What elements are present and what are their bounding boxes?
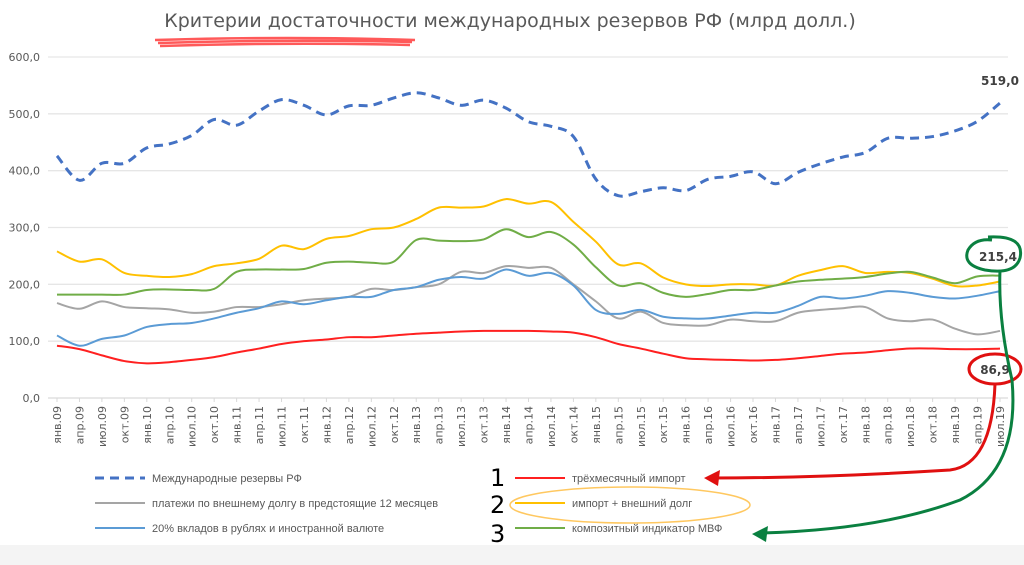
data-label: 86,9 (980, 363, 1010, 377)
x-tick-label: апр.18 (882, 406, 895, 444)
x-tick-label: апр.09 (73, 406, 86, 444)
x-tick-label: июл.10 (186, 406, 199, 447)
x-tick-label: янв.15 (590, 406, 603, 444)
x-tick-label: июл.11 (276, 406, 289, 447)
legend-label: композитный индикатор МВФ (572, 523, 722, 535)
x-tick-label: янв.18 (859, 406, 872, 444)
y-tick-label: 200,0 (9, 278, 41, 291)
chart-title: Критерии достаточности международных рез… (164, 10, 856, 32)
x-tick-label: июл.14 (545, 406, 558, 447)
annotation-3: 3 (490, 520, 505, 548)
y-tick-label: 400,0 (9, 165, 41, 178)
x-tick-label: апр.16 (702, 406, 715, 444)
y-tick-label: 100,0 (9, 335, 41, 348)
highlight-ellipse (509, 486, 751, 524)
x-tick-label: июл.13 (455, 406, 468, 447)
x-tick-label: июл.18 (904, 406, 917, 447)
annotation-1: 1 (490, 464, 505, 492)
data-label: 519,0 (981, 74, 1019, 88)
x-tick-label: окт.17 (837, 406, 850, 443)
red-arrow (709, 383, 997, 480)
y-tick-label: 500,0 (9, 108, 41, 121)
x-tick-label: янв.12 (320, 406, 333, 444)
x-tick-label: апр.12 (343, 406, 356, 444)
x-tick-label: янв.14 (500, 406, 513, 444)
x-tick-label: апр.14 (523, 406, 536, 444)
y-tick-label: 600,0 (9, 51, 41, 64)
x-tick-label: янв.17 (769, 406, 782, 444)
series-line (55, 91, 1001, 198)
series-line (56, 268, 1001, 347)
x-tick-label: янв.11 (231, 406, 244, 444)
annotation-2: 2 (490, 491, 505, 519)
x-tick-label: окт.18 (927, 406, 940, 443)
x-tick-label: июл.09 (96, 406, 109, 447)
legend-label: трёхмесячный импорт (572, 473, 686, 485)
x-tick-label: апр.19 (972, 406, 985, 444)
x-tick-label: окт.13 (478, 406, 491, 443)
x-tick-label: июл.12 (365, 406, 378, 447)
green-arrowhead (752, 526, 768, 542)
x-tick-label: янв.16 (680, 406, 693, 444)
x-tick-label: июл.16 (725, 406, 738, 447)
x-tick-label: окт.11 (298, 406, 311, 443)
x-tick-label: июл.17 (814, 406, 827, 447)
x-tick-label: янв.13 (410, 406, 423, 444)
legend-label: 20% вкладов в рублях и иностранной валют… (152, 523, 384, 535)
x-tick-label: апр.17 (792, 406, 805, 444)
legend-label: Международные резервы РФ (152, 473, 302, 485)
series-line (56, 198, 1001, 288)
x-tick-label: янв.09 (51, 406, 64, 444)
x-tick-label: апр.10 (163, 406, 176, 444)
series-line (56, 228, 1001, 298)
x-tick-label: апр.15 (612, 406, 625, 444)
x-tick-label: янв.19 (949, 406, 962, 444)
x-tick-label: окт.09 (118, 406, 131, 443)
x-tick-label: июл.19 (994, 406, 1007, 447)
data-label: 215,4 (979, 250, 1017, 264)
y-tick-label: 300,0 (9, 222, 41, 235)
title-underline-scribble (154, 36, 416, 48)
x-tick-label: окт.14 (567, 406, 580, 443)
y-tick-label: 0,0 (23, 392, 41, 405)
x-tick-label: апр.11 (253, 406, 266, 444)
x-tick-label: июл.15 (635, 406, 648, 447)
legend-label: импорт + внешний долг (572, 498, 692, 510)
x-tick-label: янв.10 (141, 406, 154, 444)
red-arrowhead (704, 470, 720, 486)
x-tick-label: окт.15 (657, 406, 670, 443)
x-tick-label: окт.12 (388, 406, 401, 443)
legend-label: платежи по внешнему долгу в предстоящие … (152, 498, 438, 510)
handwritten-annotations: 1 2 3 (154, 36, 1023, 548)
green-arrow (759, 269, 1015, 535)
footer-band (0, 545, 1024, 565)
x-tick-label: апр.13 (433, 406, 446, 444)
x-tick-label: окт.10 (208, 406, 221, 443)
x-tick-label: окт.16 (747, 406, 760, 443)
series-line (56, 329, 1001, 365)
green-circle (965, 235, 1023, 273)
